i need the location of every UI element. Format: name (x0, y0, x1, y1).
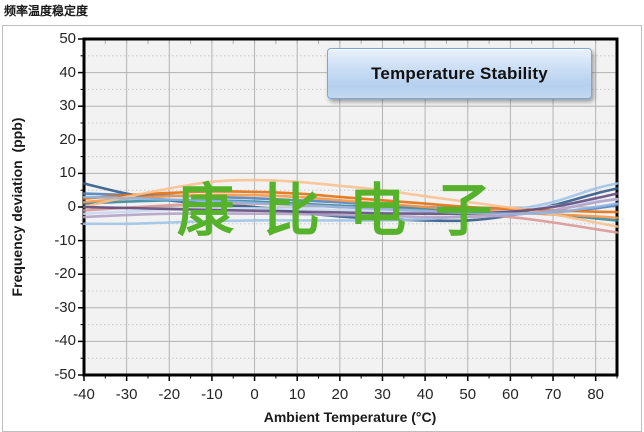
x-tick-label: 10 (288, 386, 306, 403)
y-tick-label: -20 (54, 265, 76, 283)
y-tick-label: -10 (54, 231, 76, 249)
x-axis-title: Ambient Temperature (°C) (263, 409, 437, 425)
x-tick-label: 20 (331, 386, 349, 403)
legend-label: Temperature Stability (371, 63, 548, 83)
x-tick-label: 0 (250, 386, 259, 403)
x-tick-label: -20 (158, 386, 181, 403)
x-tick-label: -30 (115, 386, 138, 403)
series-line-12 (83, 195, 619, 216)
x-tick-label: -40 (73, 386, 95, 403)
x-tick-label: -10 (201, 386, 223, 403)
y-tick-label: -30 (54, 298, 76, 316)
y-axis-title: Frequency deviation (ppb) (9, 117, 25, 297)
y-tick-label: 10 (59, 164, 76, 182)
page-title: 频率温度稳定度 (4, 4, 89, 18)
x-tick-label: 70 (544, 386, 562, 403)
x-tick-label: 40 (416, 386, 434, 403)
series-line-3 (83, 182, 619, 226)
series-line-10 (83, 192, 619, 216)
x-tick-label: 60 (502, 386, 519, 403)
y-tick-label: 50 (59, 30, 76, 47)
x-tick-label: 50 (459, 386, 477, 403)
y-tick-label: -40 (54, 332, 76, 350)
y-tick-label: 30 (59, 97, 76, 115)
x-tick-label: 80 (587, 386, 605, 403)
series-line-11 (83, 197, 619, 219)
x-tick-label: 30 (374, 386, 391, 403)
y-tick-label: 40 (59, 63, 76, 81)
y-tick-label: 20 (59, 130, 76, 148)
legend-box: Temperature Stability (327, 48, 592, 99)
y-tick-label: -50 (54, 366, 76, 383)
y-tick-label: 0 (67, 198, 76, 215)
